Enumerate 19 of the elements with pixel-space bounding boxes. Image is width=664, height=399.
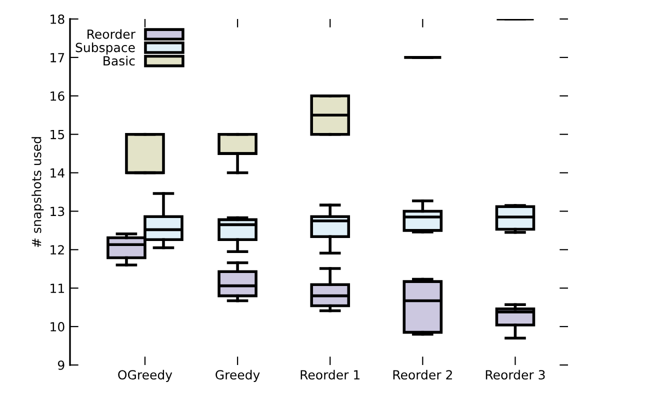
y-axis-title: # snapshots used	[32, 137, 44, 248]
y-tick-label: 16	[50, 91, 64, 101]
x-tick-label: Reorder 2	[393, 370, 452, 380]
y-tick-label: 10	[50, 322, 64, 332]
y-tick-label: 14	[50, 168, 64, 178]
y-tick-label: 18	[50, 14, 64, 24]
legend-label: Reorder	[88, 29, 136, 39]
y-tick-label: 15	[50, 130, 64, 140]
x-tick-label: Reorder 1	[300, 370, 360, 380]
y-tick-label: 12	[50, 245, 64, 254]
x-tick-label: Greedy	[216, 370, 260, 382]
legend-label: Subspace	[76, 42, 135, 55]
x-tick-label: OGreedy	[118, 370, 172, 382]
y-tick-label: 9	[58, 360, 64, 370]
y-tick-label: 11	[50, 284, 64, 293]
y-tick-label: 13	[50, 206, 64, 216]
legend-label: Basic	[104, 56, 135, 66]
x-tick-label: Reorder 3	[486, 370, 545, 380]
y-tick-label: 17	[50, 53, 64, 62]
